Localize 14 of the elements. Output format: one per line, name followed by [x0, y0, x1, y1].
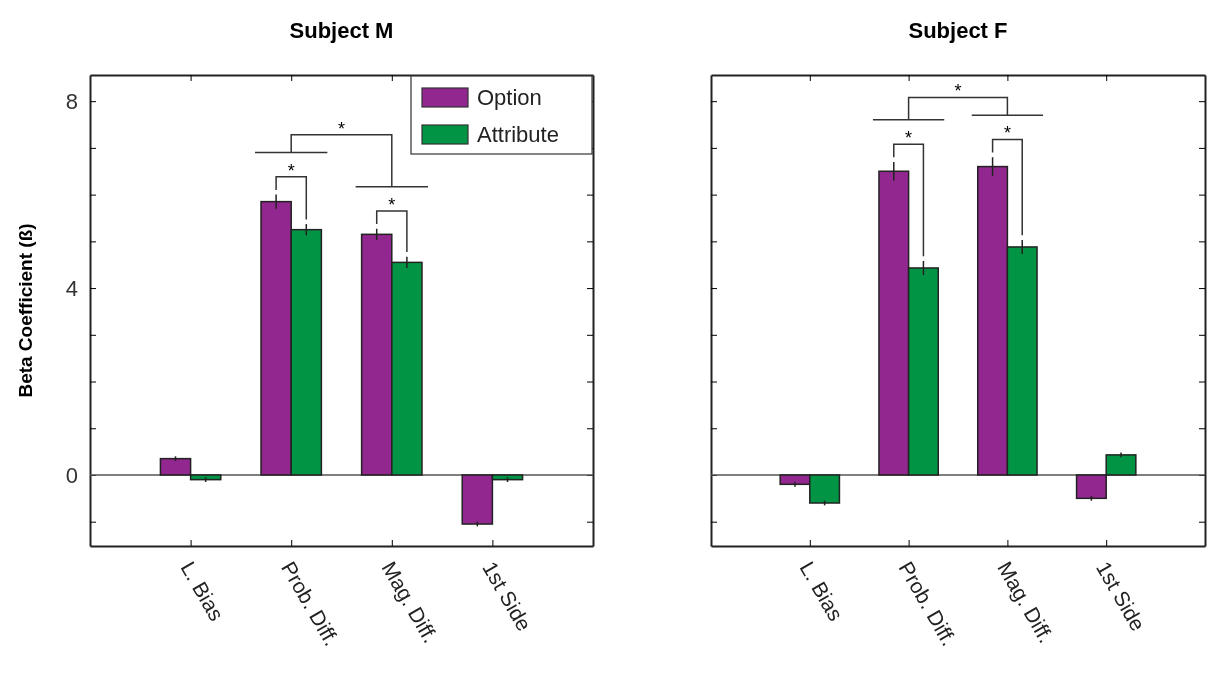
chart-title: Subject F: [908, 18, 1008, 43]
annotation: *: [388, 194, 396, 215]
annotation: *: [1003, 123, 1011, 144]
chart-title: Subject M: [289, 18, 394, 43]
annotation: *: [337, 118, 346, 139]
annotation: *: [905, 127, 913, 148]
y-axis-title: Beta Coefficient (ß): [15, 223, 36, 398]
legend-label: Attribute: [477, 122, 559, 147]
y-tick-label: 8: [65, 88, 78, 114]
legend-label: Option: [477, 85, 542, 110]
annotation: *: [954, 81, 962, 102]
annotation: *: [287, 160, 295, 181]
y-tick-label: 4: [65, 275, 78, 301]
y-tick-label: 0: [65, 462, 78, 488]
